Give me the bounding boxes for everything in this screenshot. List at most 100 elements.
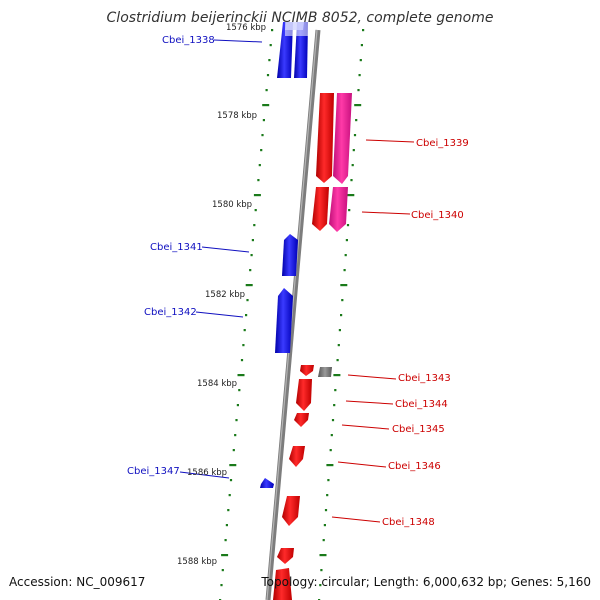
gc-track-tick xyxy=(327,479,330,482)
gc-track-tick xyxy=(245,314,248,317)
gc-track-tick xyxy=(260,149,263,152)
gene-cbei-1343[interactable] xyxy=(300,365,332,377)
gc-track-tick xyxy=(340,284,348,287)
gc-track-tick xyxy=(340,314,343,317)
gc-track-tick xyxy=(326,494,329,497)
ruler-label-1580: 1580 kbp xyxy=(212,200,252,210)
leader-cbei-1340 xyxy=(361,211,411,215)
gc-track-tick xyxy=(224,539,227,542)
genome-summary-text: Topology: circular; Length: 6,000,632 bp… xyxy=(260,575,591,589)
gene-label-cbei-1338[interactable]: Cbei_1338 xyxy=(162,35,215,46)
gene-cbei-1346[interactable] xyxy=(289,446,305,467)
gene-label-cbei-1347[interactable]: Cbei_1347 xyxy=(127,466,180,477)
gene-cbei-1344[interactable] xyxy=(296,379,312,411)
ruler-label-1584: 1584 kbp xyxy=(197,379,237,389)
gc-track-tick xyxy=(329,449,332,452)
leader-cbei-1339 xyxy=(365,139,415,143)
gene-cbei-1342[interactable] xyxy=(275,288,293,353)
gene-label-cbei-1340[interactable]: Cbei_1340 xyxy=(411,210,464,221)
gc-track-tick xyxy=(225,524,228,527)
gc-track-tick xyxy=(262,119,265,122)
gc-track-tick xyxy=(357,89,360,92)
gc-track-tick xyxy=(265,89,268,92)
gc-track-tick xyxy=(254,209,257,212)
gc-track-tick xyxy=(362,29,365,32)
ruler-label-1578: 1578 kbp xyxy=(217,111,257,121)
gc-track-tick xyxy=(347,194,355,197)
gc-track-tick xyxy=(337,344,340,347)
gene-cbei-1340[interactable] xyxy=(312,187,348,232)
gc-track-tick xyxy=(236,404,239,407)
gc-track-tick xyxy=(229,479,233,482)
gc-track-tick xyxy=(253,224,256,227)
gc-track-tick xyxy=(333,374,341,377)
gc-track-tick xyxy=(319,554,327,557)
gc-track-tick xyxy=(350,179,353,182)
gc-track-tick xyxy=(266,74,270,77)
gc-track-tick xyxy=(319,584,322,587)
accession-text: Accession: NC_009617 xyxy=(9,575,145,589)
gc-track-tick xyxy=(268,59,271,62)
gene-label-cbei-1342[interactable]: Cbei_1342 xyxy=(144,307,197,318)
gc-track-tick xyxy=(245,284,253,287)
ruler-label-1582: 1582 kbp xyxy=(205,290,245,300)
gc-track-tick xyxy=(360,44,363,47)
ruler-label-1586: 1586 kbp xyxy=(187,468,227,478)
gc-track-tick xyxy=(336,359,339,362)
gc-track-tick xyxy=(338,329,341,332)
gc-track-tick xyxy=(354,104,362,107)
gc-track-tick xyxy=(240,359,244,362)
ruler-label-1576: 1576 kbp xyxy=(226,23,266,33)
gc-track-tick xyxy=(358,74,361,77)
gc-track-tick xyxy=(326,464,334,467)
gene-cbei-1339[interactable] xyxy=(316,93,352,184)
gene-label-cbei-1339[interactable]: Cbei_1339 xyxy=(416,138,469,149)
leader-cbei-1345 xyxy=(341,424,390,430)
leader-cbei-1338 xyxy=(213,39,263,43)
gene-label-cbei-1341[interactable]: Cbei_1341 xyxy=(150,242,203,253)
gene-label-cbei-1344[interactable]: Cbei_1344 xyxy=(395,399,448,410)
gc-track-tick xyxy=(330,434,333,437)
leader-cbei-1344 xyxy=(345,400,394,405)
genome-backbone xyxy=(265,29,321,600)
gc-track-tick xyxy=(253,194,261,197)
gc-track-tick xyxy=(341,299,344,302)
leader-cbei-1343 xyxy=(347,374,397,380)
gc-track-tick xyxy=(251,239,254,242)
gene-cbei-1345[interactable] xyxy=(294,413,309,427)
gc-track-tick xyxy=(355,119,358,122)
ruler-label-1588: 1588 kbp xyxy=(177,557,217,567)
gc-track-tick xyxy=(271,29,274,32)
gc-track-tick xyxy=(348,209,351,212)
gene-cbei-1347[interactable] xyxy=(260,478,274,488)
gene-cbei-1348[interactable] xyxy=(282,496,300,526)
gene-cbei-1341[interactable] xyxy=(282,234,298,276)
gc-track-tick xyxy=(227,509,230,512)
gc-content-track xyxy=(219,29,365,600)
gene-label-cbei-1343[interactable]: Cbei_1343 xyxy=(398,373,451,384)
gc-track-tick xyxy=(324,509,328,512)
gc-track-tick xyxy=(232,449,235,452)
gc-track-tick xyxy=(257,179,260,182)
gc-track-tick xyxy=(238,389,241,392)
gc-track-tick xyxy=(250,254,253,257)
gc-track-tick xyxy=(242,344,245,347)
gc-track-tick xyxy=(351,164,354,167)
gc-track-tick xyxy=(258,164,261,167)
gc-track-tick xyxy=(262,104,270,107)
leader-cbei-1342 xyxy=(195,311,244,318)
gc-track-tick xyxy=(323,524,326,527)
gc-track-tick xyxy=(220,584,223,587)
leader-cbei-1341 xyxy=(201,246,250,253)
gene-feature-bottom-1 xyxy=(277,548,294,564)
gc-track-tick xyxy=(228,494,231,497)
gene-label-cbei-1345[interactable]: Cbei_1345 xyxy=(392,424,445,435)
gc-track-tick xyxy=(333,404,336,407)
gc-track-tick xyxy=(322,539,325,542)
map-title: Clostridium beijerinckii NCIMB 8052, com… xyxy=(107,10,494,26)
gene-label-cbei-1348[interactable]: Cbei_1348 xyxy=(382,517,435,528)
leader-cbei-1346 xyxy=(337,461,387,468)
gc-track-tick xyxy=(352,149,355,152)
gene-label-cbei-1346[interactable]: Cbei_1346 xyxy=(388,461,441,472)
